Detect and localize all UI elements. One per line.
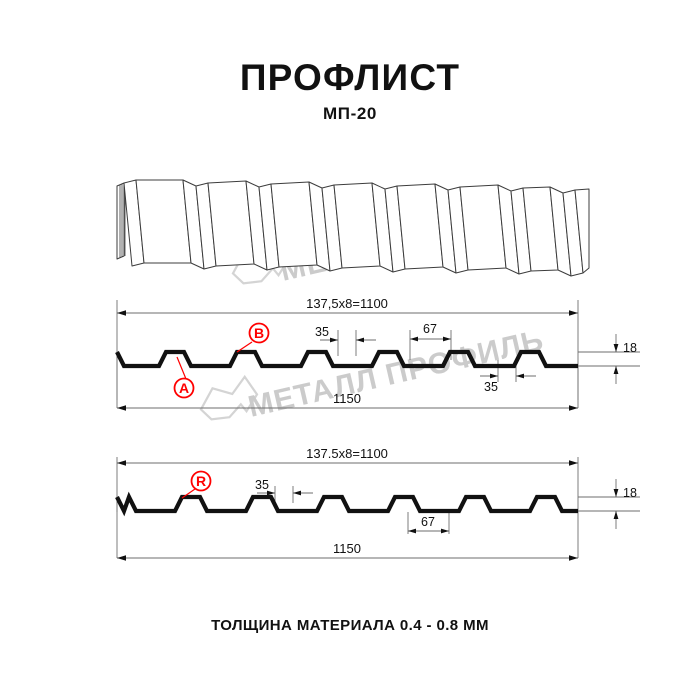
section-top: 137,5x8=1100 1150 35 67 [115, 296, 640, 411]
dimension-top: 137,5x8=1100 [117, 296, 578, 316]
dimension-pitch: 67 [410, 322, 451, 342]
footer-note: ТОЛЩИНА МАТЕРИАЛА 0.4 - 0.8 ММ [211, 617, 489, 634]
dimension-height: 18 [613, 479, 637, 529]
marker-r-circle [190, 470, 212, 492]
marker-r: R [181, 470, 212, 499]
watermark-logo-icon [199, 374, 259, 421]
dimension-label-35-upper: 35 [315, 325, 329, 339]
marker-a-circle [173, 377, 195, 399]
dimension-label-bottom: 1150 [333, 541, 361, 556]
profile-polyline-bottom [115, 491, 578, 517]
dimension-label-18: 18 [623, 486, 637, 500]
dimension-label-67: 67 [421, 515, 435, 529]
marker-b: B [236, 322, 270, 353]
section-bottom: 137.5x8=1100 1150 35 67 [115, 446, 640, 561]
dimension-rib-top-width: 35 [315, 325, 376, 343]
dimension-label-18: 18 [623, 341, 637, 355]
watermark-lower: МЕТАЛЛ ПРОФИЛЬ [199, 324, 547, 424]
dimension-height: 18 [613, 334, 637, 384]
dimension-label-67: 67 [423, 322, 437, 336]
extension-lines [116, 457, 640, 558]
dimension-label-35: 35 [255, 478, 269, 492]
title-main: ПРОФЛИСТ [239, 57, 461, 98]
dimension-bottom: 1150 [117, 541, 578, 561]
extension-lines [116, 300, 640, 408]
profile-polyline-top [115, 349, 578, 369]
dimension-valley-width: 35 [480, 373, 536, 394]
dimension-label-top: 137.5x8=1100 [306, 446, 388, 461]
dimension-pitch: 67 [408, 515, 449, 534]
dimension-top: 137.5x8=1100 [117, 446, 578, 466]
iso-rib-group [123, 179, 590, 277]
dimension-label-35-lower: 35 [484, 380, 498, 394]
marker-r-label: R [196, 473, 206, 489]
dimension-bottom: 1150 [117, 391, 578, 411]
dimension-label-bottom: 1150 [333, 391, 361, 406]
marker-b-circle [248, 322, 270, 344]
isometric-view [116, 179, 590, 277]
marker-a: A [173, 356, 195, 399]
marker-a-label: A [179, 380, 189, 396]
watermark-text: МЕТАЛЛ ПРОФИЛЬ [245, 324, 547, 424]
dimension-rib-top-width: 35 [255, 478, 313, 496]
title-sub: МП-20 [323, 104, 377, 123]
marker-b-label: B [254, 325, 264, 341]
dimension-label-top: 137,5x8=1100 [306, 296, 388, 311]
